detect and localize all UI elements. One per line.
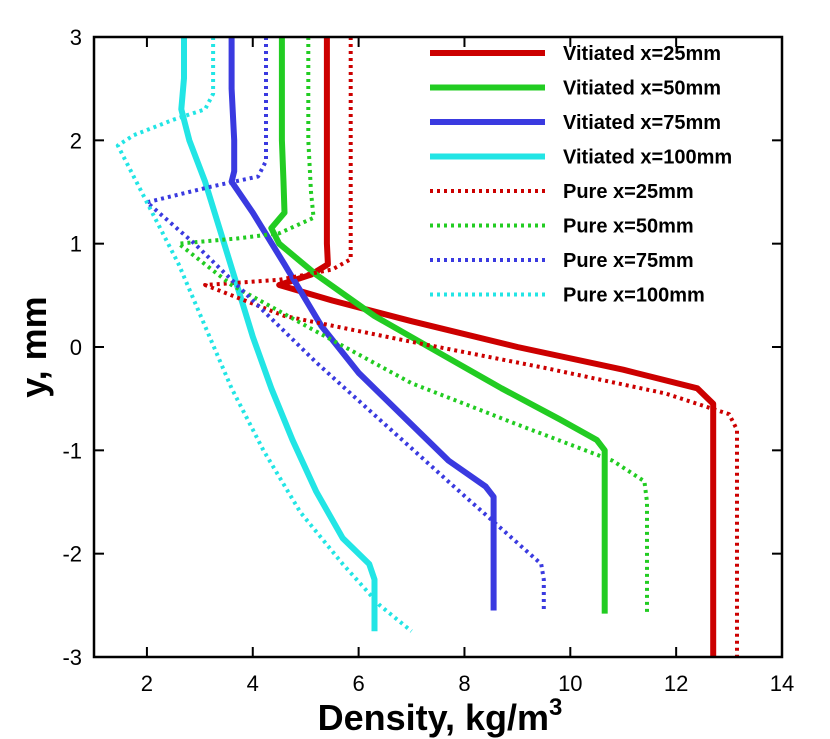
y-tick-label--1: -1 — [62, 438, 82, 463]
series-layer — [115, 37, 739, 657]
legend-label-vitiated-x-75mm: Vitiated x=75mm — [563, 112, 721, 134]
legend-label-pure-x-100mm: Pure x=100mm — [563, 285, 705, 307]
y-tick-label-0: 0 — [70, 335, 82, 360]
legend-label-vitiated-x-50mm: Vitiated x=50mm — [563, 78, 721, 100]
series-line-pure-x-50mm — [176, 37, 649, 614]
series-line-pure-x-75mm — [144, 37, 546, 611]
y-tick-label-1: 1 — [70, 232, 82, 257]
legend-label-pure-x-25mm: Pure x=25mm — [563, 181, 694, 203]
legend-label-pure-x-75mm: Pure x=75mm — [563, 250, 694, 272]
y-tick-label--3: -3 — [62, 645, 82, 670]
x-tick-label-8: 8 — [458, 671, 470, 696]
series-line-pure-x-100mm — [115, 37, 413, 633]
y-tick-label-3: 3 — [70, 25, 82, 50]
series-line-vitiated-x-100mm — [178, 37, 378, 632]
series-line-pure-x-25mm — [203, 37, 739, 657]
legend-label-pure-x-50mm: Pure x=50mm — [563, 216, 694, 238]
series-line-vitiated-x-75mm — [228, 37, 497, 611]
legend: Vitiated x=25mm Vitiated x=50mm Vitiated x… — [430, 43, 732, 307]
x-axis-title: Density, kg/m3 — [318, 694, 563, 738]
x-axis-title-text: Density, kg/m — [318, 697, 549, 738]
x-tick-label-2: 2 — [141, 671, 153, 696]
series-line-vitiated-x-25mm — [276, 37, 717, 657]
legend-label-vitiated-x-25mm: Vitiated x=25mm — [563, 43, 721, 65]
x-tick-label-10: 10 — [558, 671, 582, 696]
x-tick-label-14: 14 — [770, 671, 794, 696]
x-tick-label-6: 6 — [352, 671, 364, 696]
series-line-vitiated-x-50mm — [268, 37, 608, 614]
y-axis-title: y, mm — [13, 296, 54, 397]
y-tick-label--2: -2 — [62, 542, 82, 567]
x-tick-label-12: 12 — [664, 671, 688, 696]
legend-label-vitiated-x-100mm: Vitiated x=100mm — [563, 147, 732, 169]
x-tick-label-4: 4 — [247, 671, 259, 696]
x-axis-title-superscript: 3 — [549, 694, 562, 721]
y-tick-label-2: 2 — [70, 128, 82, 153]
